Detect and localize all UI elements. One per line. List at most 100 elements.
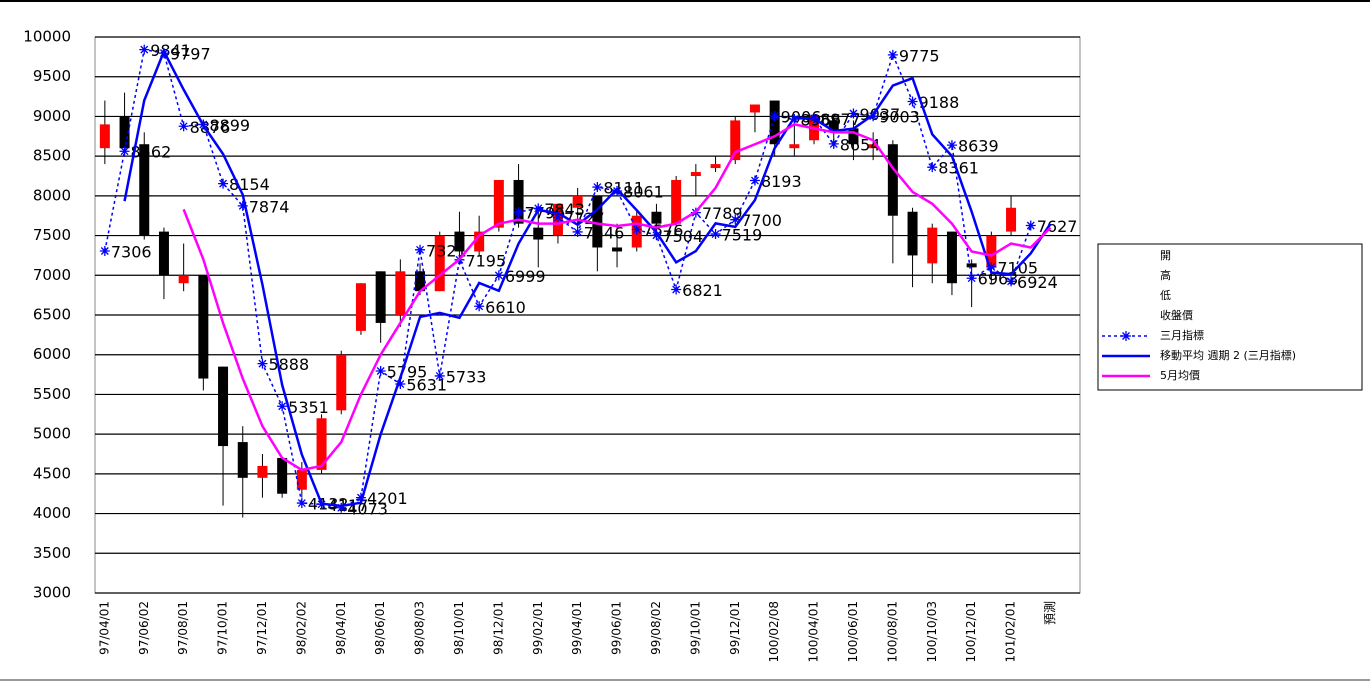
candle-body bbox=[355, 283, 366, 331]
star-marker bbox=[257, 358, 268, 369]
candle-body bbox=[848, 128, 859, 145]
star-marker bbox=[415, 244, 426, 255]
data-label: 9003 bbox=[879, 108, 920, 127]
x-tick-label: 98/08/03 bbox=[413, 601, 427, 655]
star-marker bbox=[218, 178, 229, 189]
data-label: 5733 bbox=[446, 367, 487, 386]
x-tick-label: 99/10/01 bbox=[688, 601, 702, 655]
candle-body bbox=[572, 195, 583, 208]
y-tick-label: 4000 bbox=[33, 504, 71, 522]
y-tick-label: 10000 bbox=[23, 28, 71, 46]
legend-label: 低 bbox=[1160, 289, 1171, 302]
star-marker bbox=[749, 175, 760, 186]
star-marker bbox=[178, 121, 189, 132]
x-tick-label: 97/08/01 bbox=[176, 601, 190, 655]
data-label: 8193 bbox=[761, 172, 802, 191]
star-marker bbox=[572, 226, 583, 237]
candle-body bbox=[710, 164, 721, 169]
candle-body bbox=[257, 465, 268, 478]
star-marker bbox=[592, 182, 603, 193]
star-marker bbox=[119, 146, 130, 157]
x-tick-label: 99/04/01 bbox=[570, 601, 584, 655]
data-label: 7306 bbox=[111, 242, 152, 261]
x-tick-label: 100/12/01 bbox=[964, 601, 978, 663]
data-label: 7546 bbox=[584, 223, 625, 242]
legend-marker bbox=[1121, 331, 1131, 341]
data-label: 6924 bbox=[1017, 273, 1058, 292]
star-marker bbox=[296, 498, 307, 509]
candle-body bbox=[966, 263, 977, 268]
x-tick-label: 98/06/01 bbox=[373, 601, 387, 655]
data-label: 9841 bbox=[150, 41, 191, 60]
candle-body bbox=[671, 179, 682, 224]
series-line bbox=[104, 48, 1032, 509]
x-tick-label: 97/10/01 bbox=[216, 601, 230, 655]
candle-body bbox=[434, 235, 445, 292]
x-tick-label: 98/02/02 bbox=[294, 601, 308, 655]
x-tick-label: 98/10/01 bbox=[452, 601, 466, 655]
candle-body bbox=[887, 144, 898, 216]
data-label: 7504 bbox=[662, 227, 703, 246]
data-label: 8977 bbox=[820, 110, 861, 129]
data-label: 8876 bbox=[190, 118, 231, 137]
candle-body bbox=[99, 124, 110, 149]
candle-body bbox=[769, 100, 780, 145]
candle-body bbox=[986, 235, 997, 268]
x-tick-label: 97/12/01 bbox=[255, 601, 269, 655]
star-marker bbox=[493, 270, 504, 281]
x-tick-label: 100/08/01 bbox=[885, 601, 899, 663]
x-tick-label: 99/08/02 bbox=[649, 601, 663, 655]
y-tick-label: 6000 bbox=[33, 345, 71, 363]
candle-body bbox=[493, 179, 504, 228]
x-tick-label: 100/06/01 bbox=[846, 601, 860, 663]
data-label: 9188 bbox=[919, 93, 960, 112]
candle-body bbox=[828, 120, 839, 133]
data-label: 6610 bbox=[485, 298, 526, 317]
star-marker bbox=[927, 162, 938, 173]
star-marker bbox=[533, 203, 544, 214]
candle-body bbox=[651, 211, 662, 224]
data-label: 6821 bbox=[682, 281, 723, 300]
x-tick-label: 97/06/02 bbox=[137, 601, 151, 655]
star-marker bbox=[986, 261, 997, 272]
star-marker bbox=[966, 273, 977, 284]
x-tick-label: 99/02/01 bbox=[531, 601, 545, 655]
legend-label: 5月均價 bbox=[1160, 368, 1200, 382]
candle-body bbox=[296, 469, 307, 490]
data-label: 8654 bbox=[840, 135, 881, 154]
x-tick-label: 101/02/01 bbox=[1004, 601, 1018, 663]
star-marker bbox=[474, 301, 485, 312]
star-marker bbox=[1025, 220, 1036, 231]
candle-body bbox=[907, 211, 918, 256]
star-marker bbox=[237, 200, 248, 211]
candle-body bbox=[237, 442, 248, 478]
star-marker bbox=[139, 44, 150, 55]
star-marker bbox=[513, 207, 524, 218]
star-marker bbox=[887, 49, 898, 60]
candle-body bbox=[336, 354, 347, 411]
data-label: 7700 bbox=[741, 211, 782, 230]
star-marker bbox=[612, 186, 623, 197]
star-marker bbox=[434, 370, 445, 381]
candle-body bbox=[690, 172, 701, 176]
candle-body bbox=[946, 231, 957, 284]
x-tick-label: 100/04/01 bbox=[807, 601, 821, 663]
data-label: 7519 bbox=[722, 226, 763, 245]
candle-body bbox=[789, 144, 800, 149]
star-marker bbox=[769, 110, 780, 121]
legend-label: 開 bbox=[1160, 249, 1171, 262]
y-tick-label: 5000 bbox=[33, 425, 71, 443]
candle-body bbox=[277, 457, 288, 494]
candle-body bbox=[749, 104, 760, 113]
data-label: 4201 bbox=[367, 489, 408, 508]
star-marker bbox=[631, 224, 642, 235]
data-label: 5888 bbox=[268, 355, 309, 374]
candle-body bbox=[218, 366, 229, 447]
star-marker bbox=[848, 108, 859, 119]
candle-body bbox=[375, 271, 386, 323]
data-label: 8361 bbox=[938, 159, 979, 178]
y-tick-label: 8000 bbox=[33, 186, 71, 204]
candle-body bbox=[474, 231, 485, 252]
candle-body bbox=[592, 195, 603, 248]
data-label: 5795 bbox=[387, 362, 428, 381]
